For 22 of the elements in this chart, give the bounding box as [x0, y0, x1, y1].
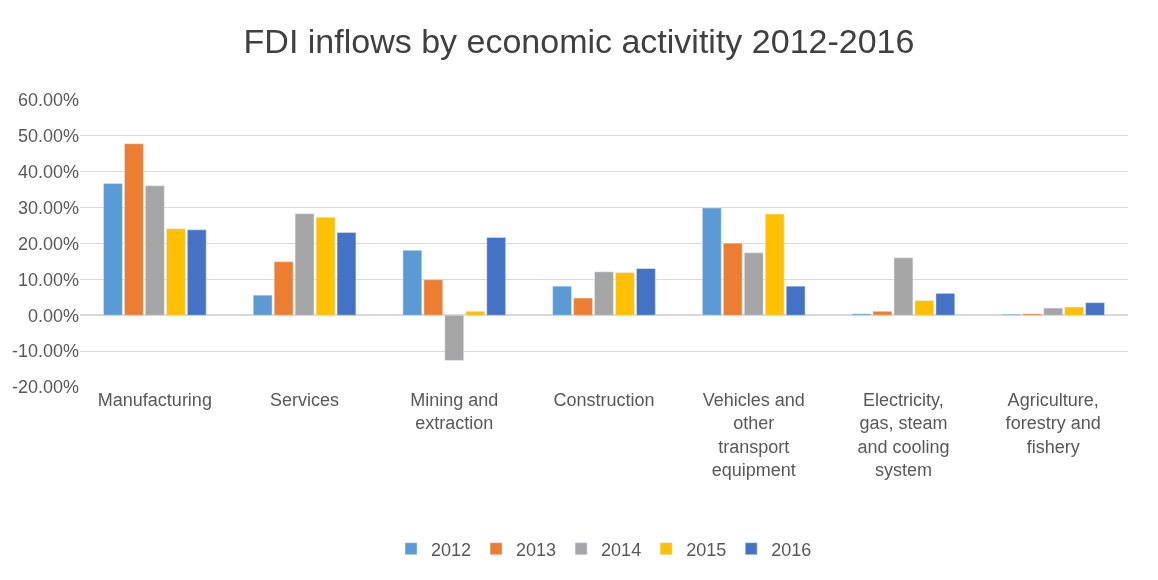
- y-tick-label: -20.00%: [11, 377, 79, 398]
- y-tick-label: -10.00%: [11, 341, 79, 362]
- y-tick-label: 0.00%: [27, 305, 79, 326]
- x-tick-label: Agriculture, forestry and fishery: [1005, 390, 1101, 457]
- legend-label: 2012: [431, 539, 472, 560]
- y-tick-label: 10.00%: [17, 269, 79, 290]
- y-tick-label: 40.00%: [17, 162, 79, 183]
- y-tick-label: 60.00%: [17, 90, 79, 111]
- legend-label: 2013: [516, 539, 557, 560]
- x-tick-label: Mining and extraction: [410, 390, 499, 434]
- y-tick-label: 20.00%: [17, 233, 79, 254]
- x-tick-label: Vehicles and other transport equipment: [702, 390, 805, 481]
- legend-label: 2014: [601, 539, 642, 560]
- y-tick-label: 50.00%: [17, 126, 79, 147]
- y-tick-label: 30.00%: [17, 197, 79, 218]
- x-tick-label: Services: [270, 390, 340, 410]
- x-tick-label: Construction: [553, 390, 655, 410]
- x-tick-label: Manufacturing: [97, 390, 212, 410]
- chart-title: FDI inflows by economic activitity 2012-2016: [243, 21, 915, 60]
- legend-label: 2015: [686, 539, 727, 560]
- legend-label: 2016: [771, 539, 812, 560]
- x-tick-label: Electricity, gas, steam and cooling system: [857, 390, 950, 481]
